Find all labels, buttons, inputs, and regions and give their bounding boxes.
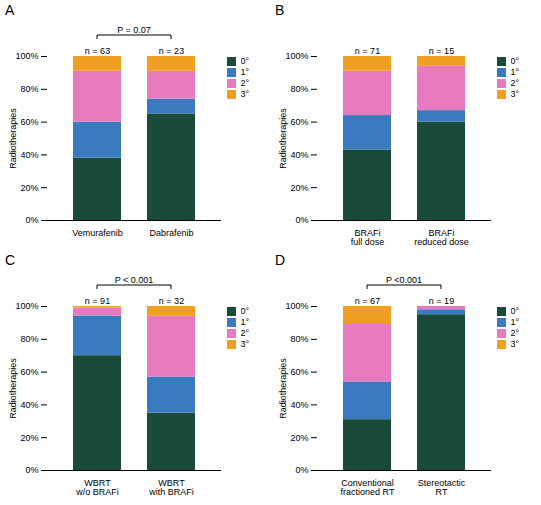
html-text:3°: 3° xyxy=(510,89,520,99)
svg-text:WBRTw/o BRAFi: WBRTw/o BRAFi xyxy=(75,478,119,497)
svg-text:20%: 20% xyxy=(290,433,308,443)
svg-text:80%: 80% xyxy=(290,334,308,344)
html-text:1°: 1° xyxy=(510,67,520,77)
svg-text:0%: 0% xyxy=(295,465,308,475)
html-text:3°: 3° xyxy=(510,339,520,349)
svg-text:n = 23: n = 23 xyxy=(159,46,184,56)
svg-text:20%: 20% xyxy=(20,183,38,193)
html-text:B: B xyxy=(275,2,285,18)
svg-text:40%: 40% xyxy=(290,150,308,160)
svg-text:Radiotherapies: Radiotherapies xyxy=(278,108,288,169)
html-text:0°: 0° xyxy=(240,306,250,316)
svg-text:40%: 40% xyxy=(20,400,38,410)
svg-text:n = 91: n = 91 xyxy=(85,296,110,306)
svg-text:100%: 100% xyxy=(15,51,38,61)
html-text:3°: 3° xyxy=(240,339,250,349)
html-text:0°: 0° xyxy=(510,306,520,316)
svg-text:Conventionalfractioned RT: Conventionalfractioned RT xyxy=(341,478,395,497)
svg-text:Vemurafenib: Vemurafenib xyxy=(72,228,123,238)
svg-text:60%: 60% xyxy=(290,367,308,377)
html-text:2°: 2° xyxy=(240,78,250,88)
svg-text:60%: 60% xyxy=(290,117,308,127)
html-text:0°: 0° xyxy=(240,56,250,66)
svg-text:0%: 0% xyxy=(25,465,38,475)
svg-text:80%: 80% xyxy=(20,334,38,344)
svg-text:20%: 20% xyxy=(20,433,38,443)
html-text:2°: 2° xyxy=(240,328,250,338)
svg-text:n = 15: n = 15 xyxy=(429,46,454,56)
svg-text:80%: 80% xyxy=(290,84,308,94)
svg-text:BRAFifull dose: BRAFifull dose xyxy=(351,228,385,247)
svg-text:P < 0.001: P < 0.001 xyxy=(115,275,154,285)
svg-text:n = 32: n = 32 xyxy=(159,296,184,306)
svg-text:Radiotherapies: Radiotherapies xyxy=(8,358,18,419)
html-text:1°: 1° xyxy=(510,317,520,327)
html-text:1°: 1° xyxy=(240,67,250,77)
html-text:C: C xyxy=(5,252,16,268)
svg-text:100%: 100% xyxy=(285,301,308,311)
svg-text:60%: 60% xyxy=(20,117,38,127)
html-text:1°: 1° xyxy=(240,317,250,327)
svg-text:Dabrafenib: Dabrafenib xyxy=(149,228,193,238)
svg-text:100%: 100% xyxy=(15,301,38,311)
svg-text:n = 71: n = 71 xyxy=(355,46,380,56)
html-text:A: A xyxy=(5,2,15,18)
svg-text:Radiotherapies: Radiotherapies xyxy=(8,108,18,169)
svg-text:40%: 40% xyxy=(20,150,38,160)
svg-text:0%: 0% xyxy=(295,215,308,225)
svg-text:StereotacticRT: StereotacticRT xyxy=(418,478,466,497)
html-text:2°: 2° xyxy=(510,78,520,88)
svg-text:WBRTwith BRAFi: WBRTwith BRAFi xyxy=(148,478,194,497)
svg-text:0%: 0% xyxy=(25,215,38,225)
html-text:3°: 3° xyxy=(240,89,250,99)
svg-text:Radiotherapies: Radiotherapies xyxy=(278,358,288,419)
html-text:D: D xyxy=(275,252,286,268)
svg-text:n = 63: n = 63 xyxy=(85,46,110,56)
svg-text:BRAFireduced dose: BRAFireduced dose xyxy=(414,228,469,247)
svg-text:40%: 40% xyxy=(290,400,308,410)
svg-text:n = 19: n = 19 xyxy=(429,296,454,306)
html-text:0°: 0° xyxy=(510,56,520,66)
svg-text:P = 0.07: P = 0.07 xyxy=(117,25,151,35)
svg-text:100%: 100% xyxy=(285,51,308,61)
svg-text:20%: 20% xyxy=(290,183,308,193)
svg-text:80%: 80% xyxy=(20,84,38,94)
svg-text:n = 67: n = 67 xyxy=(355,296,380,306)
svg-text:60%: 60% xyxy=(20,367,38,377)
html-text:2°: 2° xyxy=(510,328,520,338)
svg-text:P <0.001: P <0.001 xyxy=(386,275,422,285)
